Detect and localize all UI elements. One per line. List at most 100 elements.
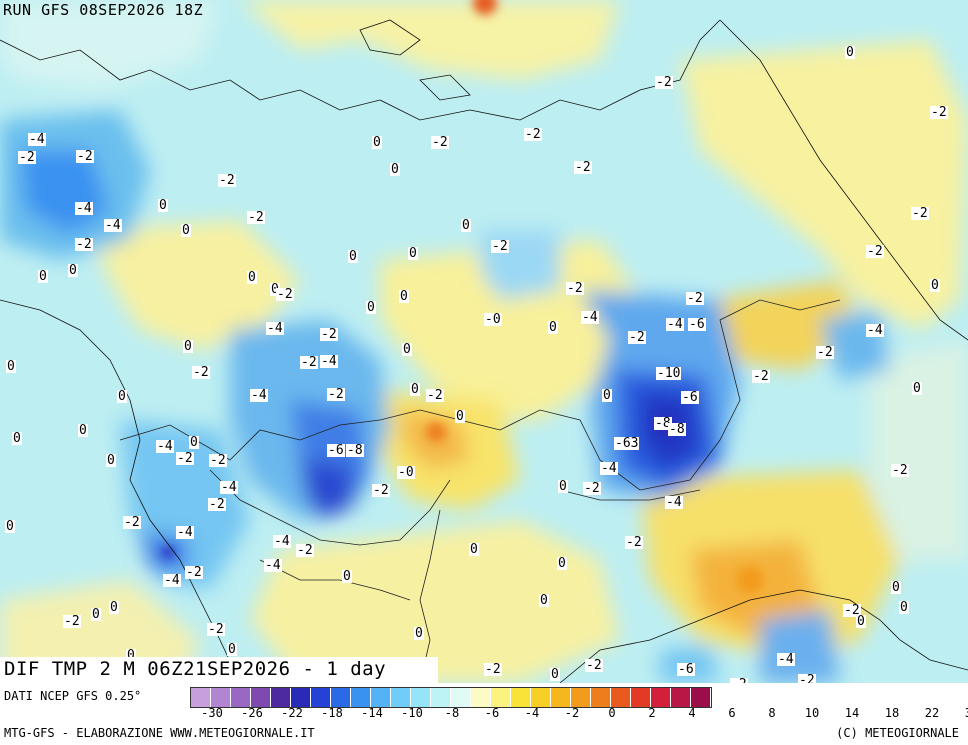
- color-scale-tick: 10: [804, 706, 820, 720]
- color-scale-swatch: [531, 688, 551, 707]
- contour-label: -2: [208, 497, 226, 512]
- contour-label: 0: [247, 270, 257, 285]
- color-scale-swatch: [291, 688, 311, 707]
- contour-label: 0: [12, 431, 22, 446]
- contour-label: -2: [75, 237, 93, 252]
- color-scale-ticks: -30 -26 -22 -18 -14 -10 -8 -6 -4 -2 0 2 4 6 8 10 14 18 22 3…: [190, 706, 968, 722]
- contour-label: 0: [91, 607, 101, 622]
- contour-label: -4: [777, 652, 795, 667]
- contour-label: -4: [163, 573, 181, 588]
- contour-label: 0: [891, 580, 901, 595]
- contour-label: 0: [930, 278, 940, 293]
- run-header: RUN GFS 08SEP2026 18Z: [3, 1, 204, 19]
- color-scale-swatch: [591, 688, 611, 707]
- color-scale-tick: -18: [321, 706, 343, 720]
- color-scale-swatch: [551, 688, 571, 707]
- contour-label: 0: [348, 249, 358, 264]
- color-scale-tick: 18: [884, 706, 900, 720]
- color-scale-tick: 6: [728, 706, 736, 720]
- contour-label: -0: [397, 465, 415, 480]
- contour-label: -2: [625, 535, 643, 550]
- contour-label: -4: [156, 439, 174, 454]
- contour-label: -2: [583, 481, 601, 496]
- color-scale-tick: 2: [648, 706, 656, 720]
- contour-label: -2: [176, 451, 194, 466]
- contour-label: 0: [366, 300, 376, 315]
- contour-label: 0: [6, 359, 16, 374]
- contour-label: 0: [227, 642, 237, 657]
- contour-label: -2: [866, 244, 884, 259]
- color-scale-tick: -26: [241, 706, 263, 720]
- contour-label: 0: [117, 389, 127, 404]
- contour-label: -6: [681, 390, 699, 405]
- color-scale-tick: 30: [965, 706, 968, 720]
- contour-label: -4: [75, 201, 93, 216]
- contour-label: -2: [798, 674, 816, 683]
- color-scale-tick: -8: [444, 706, 460, 720]
- contour-label: -8: [668, 422, 686, 437]
- contour-label: 0: [469, 542, 479, 557]
- color-scale-swatch: [571, 688, 591, 707]
- contour-label: 0: [5, 519, 15, 534]
- contour-label: -2: [327, 387, 345, 402]
- color-scale-swatch: [511, 688, 531, 707]
- contour-label: -2: [891, 463, 909, 478]
- color-scale-tick: 0: [608, 706, 616, 720]
- contour-label: 0: [410, 382, 420, 397]
- contour-label: -2: [207, 622, 225, 637]
- contour-label: 0: [539, 593, 549, 608]
- contour-label: -2: [524, 127, 542, 142]
- credit-left: MTG-GFS - ELABORAZIONE WWW.METEOGIORNALE…: [4, 726, 315, 740]
- contour-label: 0: [181, 223, 191, 238]
- contour-label: -2: [426, 388, 444, 403]
- contour-label: 0: [158, 198, 168, 213]
- title-box: [0, 657, 438, 683]
- contour-label: -4: [176, 525, 194, 540]
- contour-label: -2: [76, 149, 94, 164]
- color-scale-swatch: [251, 688, 271, 707]
- contour-label: -6: [327, 443, 345, 458]
- contour-label: -4: [266, 321, 284, 336]
- coastlines: [0, 19, 968, 683]
- contour-label: -4: [264, 558, 282, 573]
- color-scale-swatch: [391, 688, 411, 707]
- color-scale-tick: -22: [281, 706, 303, 720]
- contour-label: 0: [372, 135, 382, 150]
- contour-label: -4: [600, 461, 618, 476]
- color-scale-swatch: [331, 688, 351, 707]
- color-scale-tick: -6: [484, 706, 500, 720]
- color-scale-swatch: [651, 688, 671, 707]
- contour-label: -2: [296, 543, 314, 558]
- contour-label: 0: [414, 626, 424, 641]
- contour-label: -4: [666, 317, 684, 332]
- contour-label: -2: [218, 173, 236, 188]
- contour-label: 0: [390, 162, 400, 177]
- contour-label: -2: [816, 345, 834, 360]
- color-scale-swatch: [431, 688, 451, 707]
- color-scale-tick: -4: [524, 706, 540, 720]
- color-scale-tick: 8: [768, 706, 776, 720]
- color-scale-swatch: [191, 688, 211, 707]
- contour-label: 0: [558, 479, 568, 494]
- contour-label: -2: [628, 330, 646, 345]
- contour-label: 0: [550, 667, 560, 682]
- credit-right: (C) METEOGIORNALE: [836, 726, 959, 740]
- contour-label: -4: [104, 218, 122, 233]
- contour-label: -2: [123, 515, 141, 530]
- contour-label: 0: [557, 556, 567, 571]
- contour-label: -2: [585, 658, 603, 673]
- color-scale-swatch: [631, 688, 651, 707]
- contour-label: -2: [300, 355, 318, 370]
- contour-label: -0: [484, 312, 502, 327]
- temperature-anomaly-map: -4 -2 -2 0 -2 -2 -2 0 -2 0 -2 -2 -4 -4 0 -2 0 -2 0 -2 -2 -2 0 0…: [0, 0, 968, 683]
- contour-label: -4: [250, 388, 268, 403]
- contour-label: -2: [209, 453, 227, 468]
- color-scale-tick: -2: [564, 706, 580, 720]
- contour-label: -2: [18, 150, 36, 165]
- map-canvas: [0, 0, 968, 683]
- contour-label: 0: [189, 435, 199, 450]
- contour-label: -4: [28, 132, 46, 147]
- color-scale-swatch: [231, 688, 251, 707]
- contour-label: 0: [78, 423, 88, 438]
- contour-label: -4: [866, 323, 884, 338]
